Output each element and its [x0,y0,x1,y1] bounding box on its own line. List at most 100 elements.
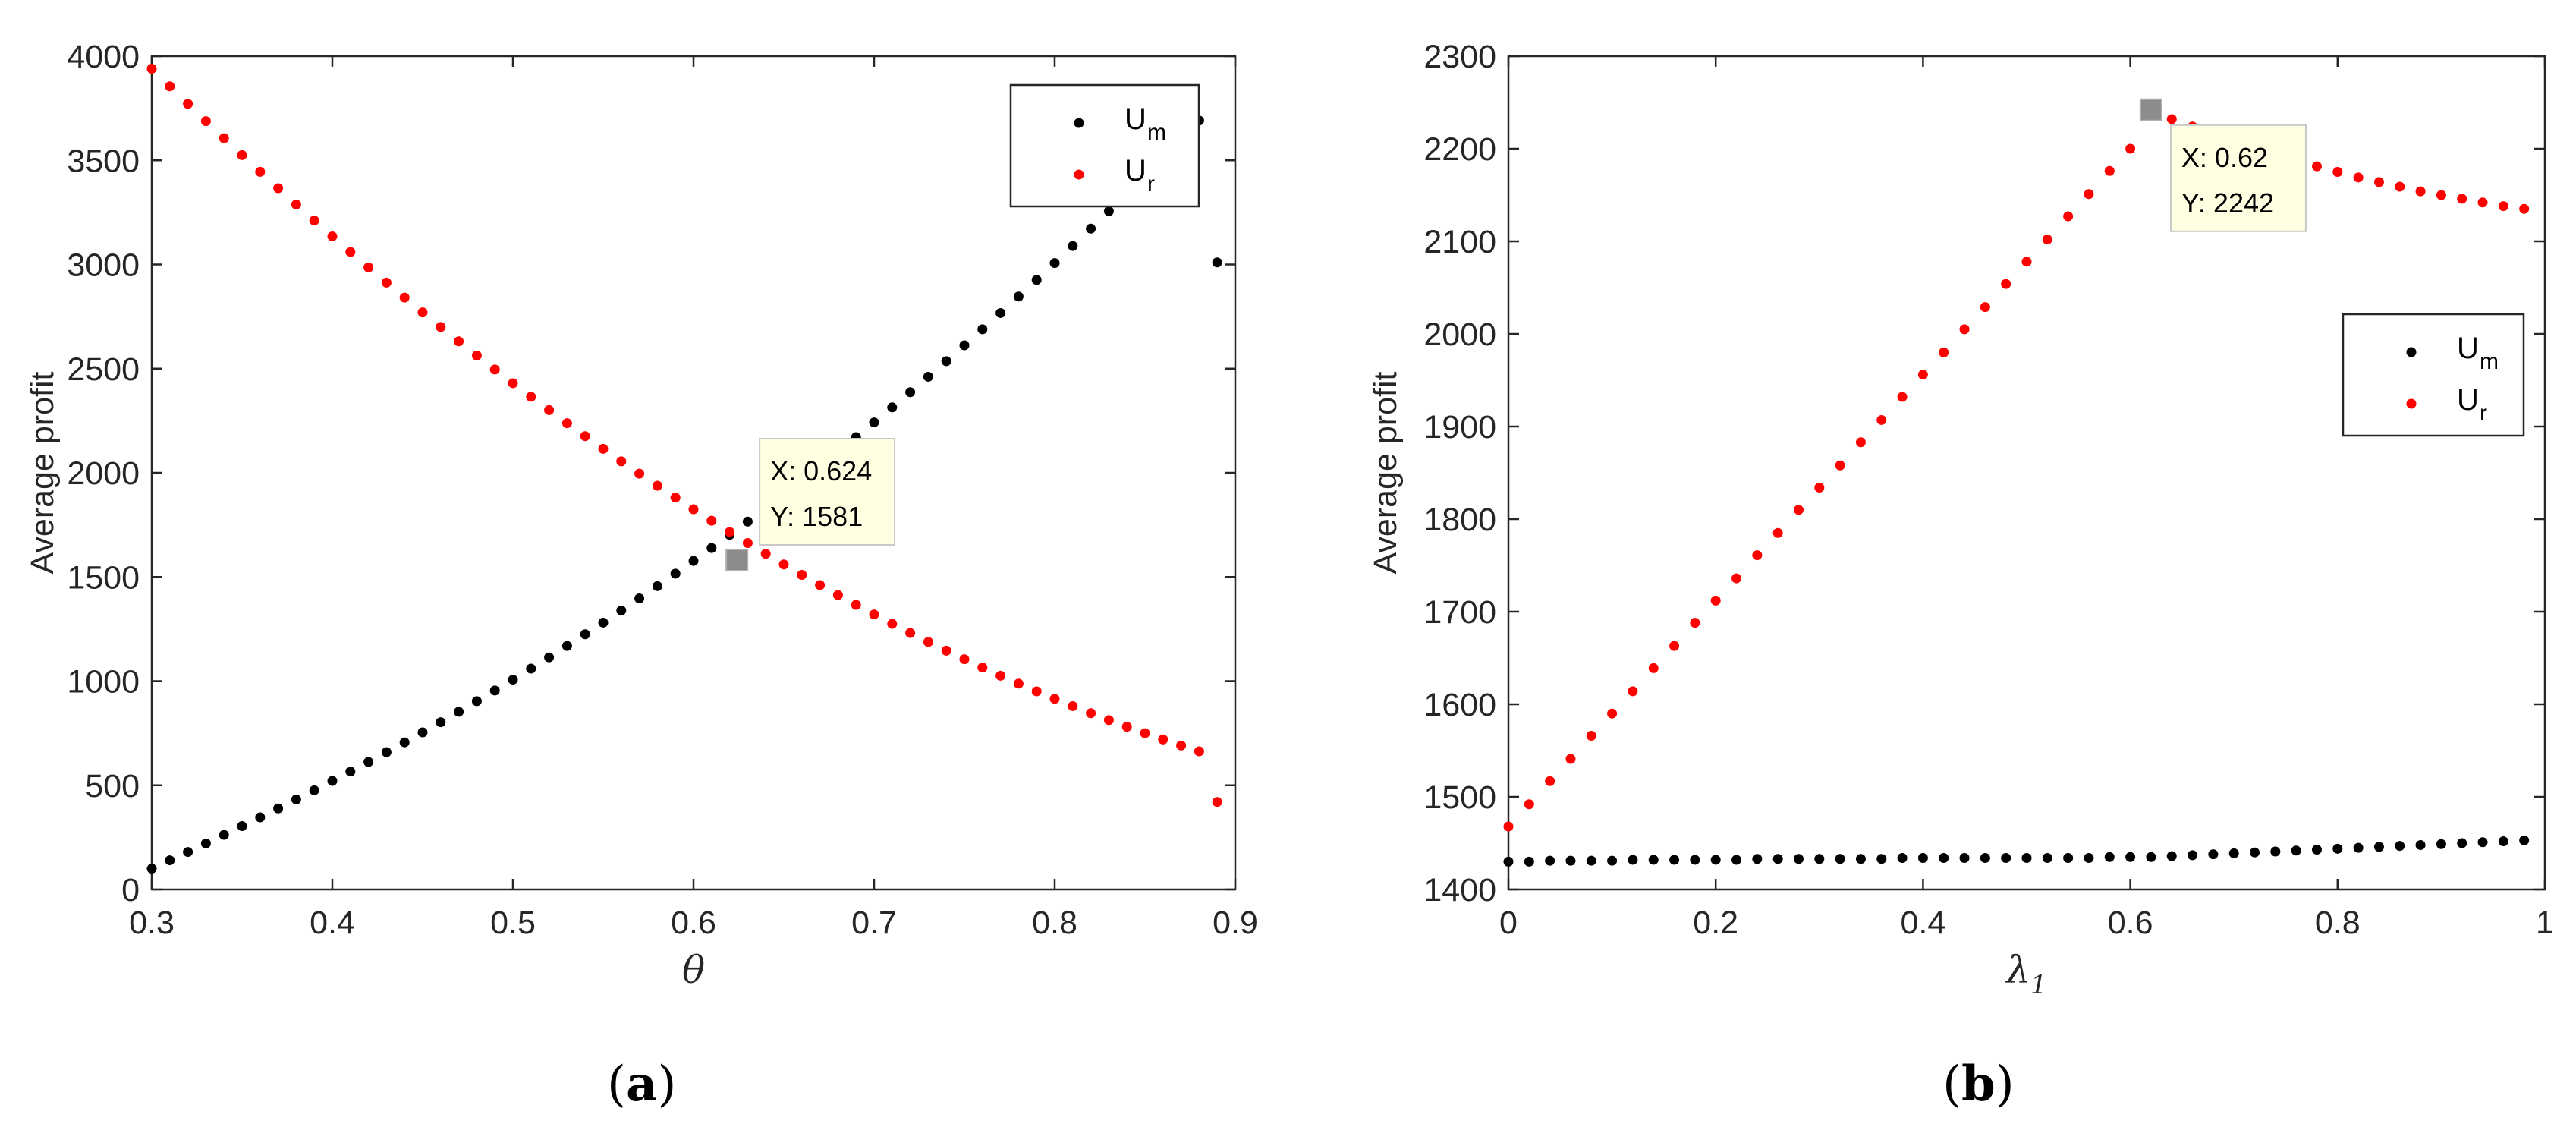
legend-marker-r [1074,169,1084,180]
data-point [2291,845,2301,856]
datatip-marker [2139,98,2162,121]
data-point [2063,211,2074,222]
series-r [1503,105,2530,832]
data-point [273,183,284,194]
data-point [580,629,590,640]
data-point [2457,838,2467,848]
data-point [634,593,645,604]
data-point [2477,837,2488,848]
caption-open-paren: ( [1942,1056,1961,1113]
y-tick-label: 500 [85,768,140,804]
data-point [1814,483,1825,493]
data-point [1565,855,1576,866]
data-point [200,838,211,848]
data-point [959,340,970,351]
data-point [309,785,319,795]
data-point [977,663,988,673]
data-point [183,847,193,858]
data-point [417,727,428,738]
datatip-marker [725,549,749,572]
caption-open-paren: ( [607,1056,626,1113]
y-tick-label: 3500 [67,143,140,179]
plot-area-frame [1507,55,2546,891]
data-point [1980,853,1990,864]
data-point [146,63,157,74]
data-point [652,581,662,591]
data-point [471,350,482,360]
data-point [1545,855,1555,866]
data-point [995,307,1006,318]
x-tick-label: 0.8 [2315,905,2361,941]
x-tick-label: 0.4 [310,905,355,941]
data-point [526,392,536,402]
panel-b: 0 0.2 0.4 0.6 0.8 1 1400 1500 1600 1700 1800 1900 20… [1367,39,2554,1113]
data-point [1835,460,1845,471]
x-tick-label: 0.6 [671,905,716,941]
x-tick-label: 0.4 [1901,905,1946,941]
y-tick-label: 2500 [67,351,140,388]
x-axis-label-subscript: 1 [2030,970,2047,1000]
data-point [327,231,338,241]
x-axis-label: θ [682,948,705,992]
data-point [1212,257,1222,268]
data-point [1731,573,1742,584]
y-tick-label: 2100 [1423,224,1496,260]
data-point [2166,114,2177,124]
data-point [725,527,735,537]
data-point [1855,854,1866,864]
data-point [1103,206,1114,216]
data-point [1628,855,1638,865]
data-point [219,133,229,143]
data-point [165,81,175,92]
caption-close-paren: ) [1996,1056,2015,1113]
data-point [887,402,898,413]
data-point [165,855,175,866]
data-point [363,757,374,767]
data-point [2415,839,2426,850]
y-tick-label: 2000 [67,455,140,492]
data-point [544,405,555,415]
legend-entry-subscript-r: r [1147,172,1155,197]
data-point [1031,275,1042,285]
data-point [1752,854,1763,864]
data-point [2519,203,2530,214]
data-point [345,767,356,777]
data-point [959,654,970,665]
data-point [2125,143,2136,154]
legend-marker-r [2406,398,2417,409]
data-point [2104,165,2115,176]
legend-entry-r: U [2457,383,2479,417]
data-point [851,600,861,610]
legend-entry-r: U [1124,154,1146,187]
data-point [273,803,284,814]
data-point [436,717,446,728]
data-point [1876,414,1887,425]
data-point [1158,734,1168,745]
datatip-x-label: X: 0.624 [770,455,872,486]
data-point [1586,730,1596,741]
data-point [2146,852,2156,862]
data-point [1545,776,1555,786]
data-point [1814,854,1825,864]
y-tick-label: 1500 [67,559,140,596]
data-point [237,150,247,160]
data-point [688,556,699,566]
data-point [544,652,555,663]
data-point [2063,853,2074,864]
data-point [760,549,771,559]
data-point [255,812,266,823]
data-point [2395,841,2405,852]
data-point [200,116,211,127]
data-point [2021,257,2032,267]
y-tick-label: 1400 [1423,872,1496,908]
data-point [1031,686,1042,697]
data-point [2311,161,2322,172]
legend-entry-subscript-m: m [2480,349,2499,374]
data-point [2001,279,2011,289]
data-point [1049,258,1060,269]
data-point [1068,241,1078,251]
x-tick-label: 0 [1499,905,1518,941]
data-point [815,580,826,590]
data-point [1586,855,1596,866]
